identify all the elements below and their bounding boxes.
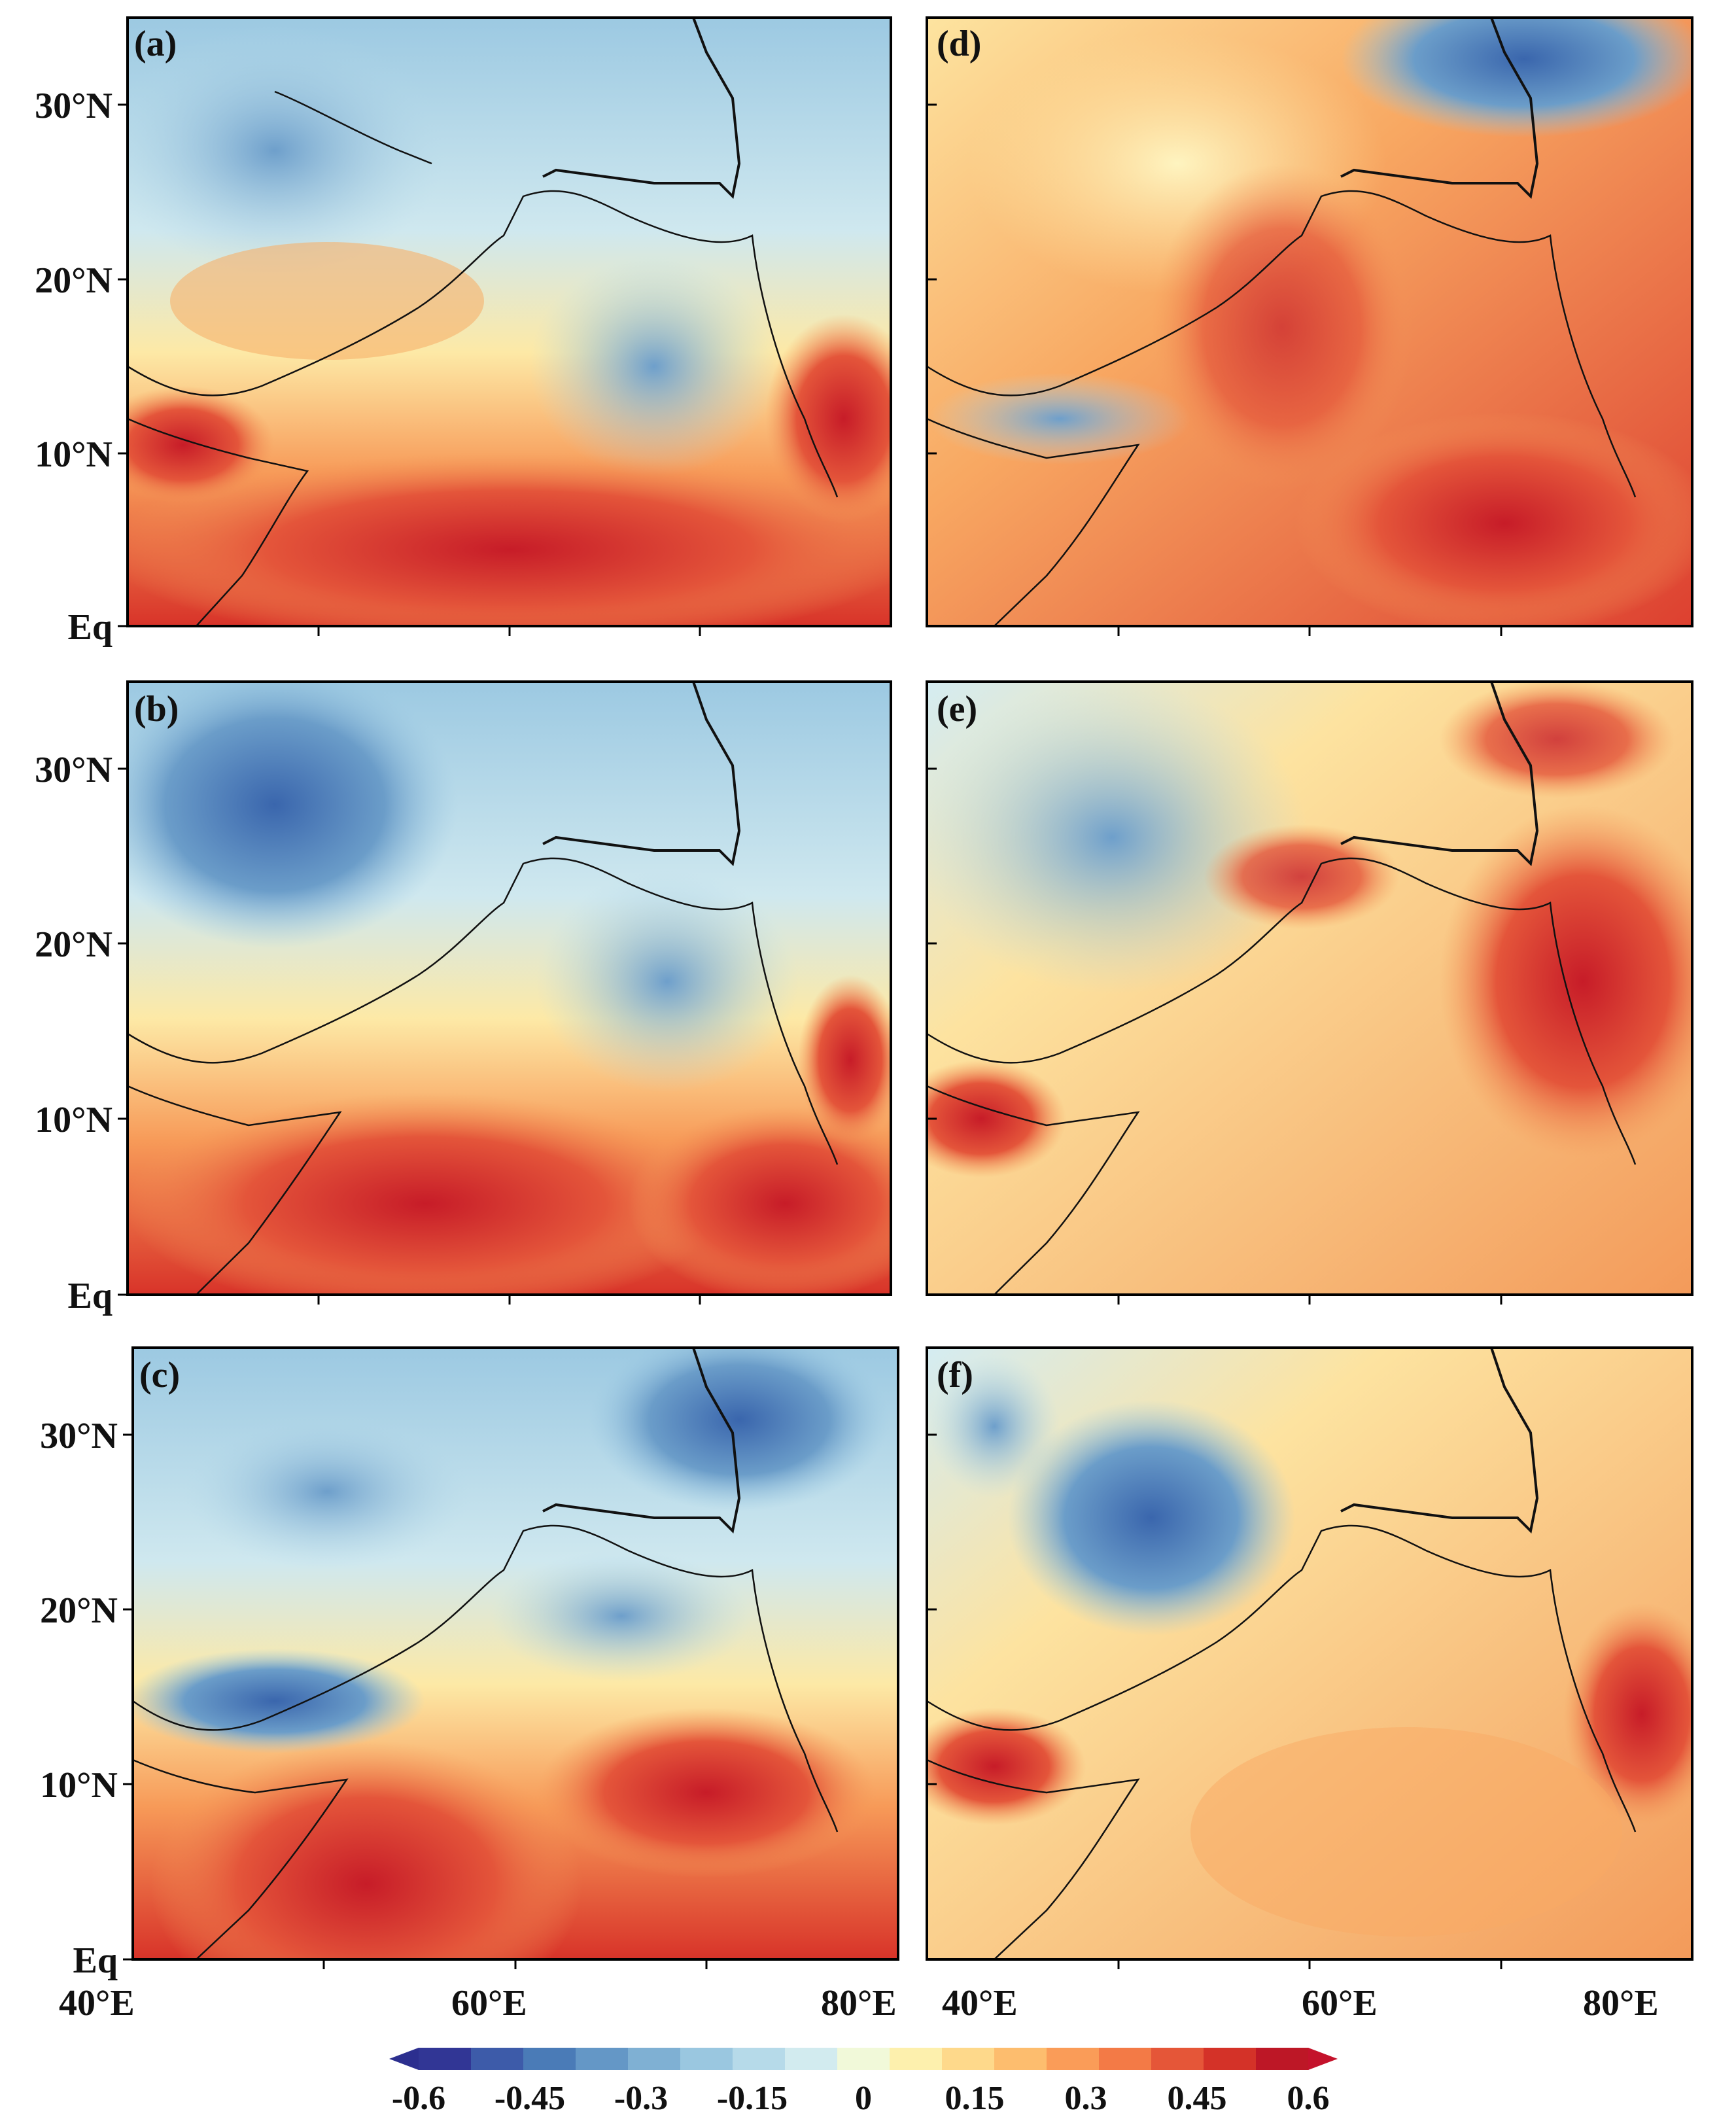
colorbar-segment (890, 2048, 943, 2070)
panel-c-label: (c) (139, 1355, 180, 1395)
colorbar-segment (1256, 2048, 1309, 2070)
colorbar-segment (994, 2048, 1047, 2070)
colorbar-tick-label: 0.6 (1287, 2080, 1330, 2117)
lat-label-10n-a: 10°N (35, 434, 113, 475)
panel-b-label: (b) (134, 689, 179, 729)
panel-d (927, 18, 1692, 626)
colorbar-tick-label: 0.45 (1168, 2080, 1227, 2117)
colorbar-segment (1099, 2048, 1152, 2070)
panel-e-label: (e) (937, 689, 977, 729)
lat-label-10n-b: 10°N (35, 1100, 113, 1140)
panel-e-field (927, 682, 1692, 1295)
colorbar-tick-label: -0.3 (614, 2080, 668, 2117)
panel-a (128, 18, 891, 626)
panel-f-label: (f) (937, 1355, 973, 1395)
colorbar-segment (680, 2048, 733, 2070)
panel-c-field (133, 1348, 898, 1959)
colorbar-segment (419, 2048, 472, 2070)
panel-f (927, 1348, 1692, 1959)
panel-d-label: (d) (937, 24, 981, 64)
panel-a-label: (a) (134, 24, 177, 64)
panel-labels: (a) (b) (c) (d) (e) (f) (134, 24, 981, 1395)
colorbar-tick-labels: -0.6 -0.45 -0.3 -0.15 0 0.15 0.3 0.45 0.6 (392, 2080, 1330, 2117)
colorbar-tick-label: -0.45 (495, 2080, 565, 2117)
colorbar-segment (942, 2048, 995, 2070)
lat-label-10n-c: 10°N (40, 1765, 118, 1806)
panel-d-field (927, 18, 1692, 626)
longitude-labels: 40°E 60°E 80°E 40°E 60°E 80°E (59, 1983, 1659, 2024)
colorbar-segment (1047, 2048, 1100, 2070)
panel-c (133, 1348, 898, 1959)
lon-label-80e-left: 80°E (821, 1983, 897, 2024)
panel-f-field (927, 1348, 1692, 1959)
colorbar-segment (733, 2048, 786, 2070)
panel-b-field (128, 682, 891, 1295)
lat-label-20n-c: 20°N (40, 1590, 118, 1631)
lon-label-40e-left: 40°E (59, 1983, 135, 2024)
lat-label-eq-c: Eq (73, 1940, 118, 1981)
lon-label-60e-right: 60°E (1302, 1983, 1378, 2024)
lon-label-40e-right: 40°E (942, 1983, 1018, 2024)
colorbar-tick-label: -0.6 (392, 2080, 445, 2117)
colorbar-tick-label: -0.15 (717, 2080, 788, 2117)
lat-label-eq-b: Eq (68, 1276, 113, 1316)
lat-label-30n-c: 30°N (40, 1416, 118, 1456)
colorbar: -0.6 -0.45 -0.3 -0.15 0 0.15 0.3 0.45 0.6 (389, 2048, 1338, 2117)
coastlines (127, 17, 1637, 1960)
colorbar-segment (837, 2048, 890, 2070)
colorbar-segment (1151, 2048, 1204, 2070)
tick-marks (118, 103, 1502, 1969)
colorbar-segment (1204, 2048, 1257, 2070)
lat-label-30n-b: 30°N (35, 750, 113, 790)
lon-label-80e-right: 80°E (1583, 1983, 1659, 2024)
latitude-labels: 30°N 20°N 10°N Eq 30°N 20°N 10°N Eq 30°N… (35, 86, 118, 1981)
lat-label-20n-b: 20°N (35, 924, 113, 965)
colorbar-tick-label: 0 (855, 2080, 872, 2117)
colorbar-segment (576, 2048, 629, 2070)
colorbar-segment (471, 2048, 524, 2070)
colorbar-segment (785, 2048, 838, 2070)
colorbar-segment (628, 2048, 681, 2070)
colorbar-tick-label: 0.3 (1065, 2080, 1107, 2117)
lat-label-eq-a: Eq (68, 607, 113, 648)
colorbar-tick-label: 0.15 (945, 2080, 1005, 2117)
colorbar-segment (523, 2048, 576, 2070)
panel-b (128, 682, 891, 1295)
panel-e (927, 682, 1692, 1295)
lon-label-60e-left: 60°E (451, 1983, 527, 2024)
panel-a-field (128, 18, 891, 626)
colorbar-segments (419, 2048, 1309, 2070)
colorbar-right-arrow (1308, 2048, 1338, 2070)
lat-label-30n-a: 30°N (35, 86, 113, 126)
colorbar-left-arrow (389, 2048, 419, 2070)
lat-label-20n-a: 20°N (35, 260, 113, 301)
